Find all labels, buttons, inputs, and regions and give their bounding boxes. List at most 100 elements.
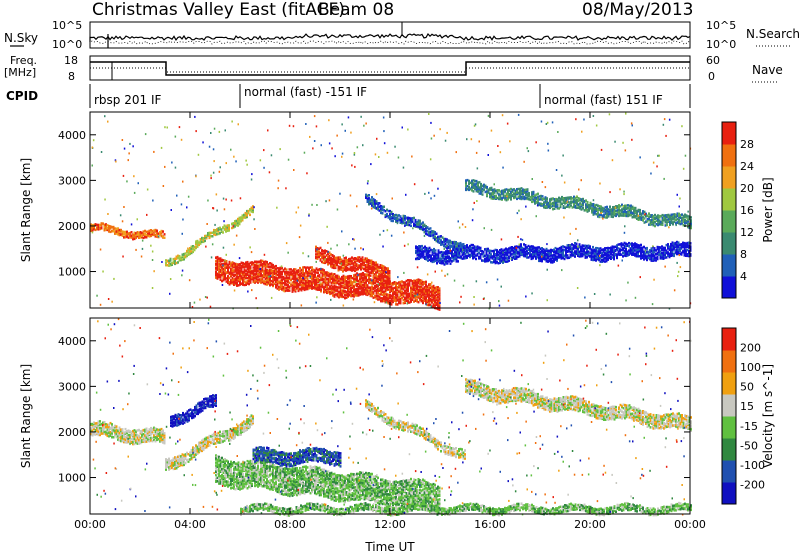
- cell: [368, 194, 370, 197]
- cell: [592, 115, 595, 117]
- cell: [617, 243, 620, 246]
- cell: [300, 274, 303, 277]
- cell: [336, 274, 339, 278]
- cell: [360, 289, 363, 292]
- cell: [315, 276, 318, 279]
- cell: [234, 268, 237, 272]
- cell: [488, 258, 491, 262]
- cell: [438, 238, 441, 241]
- cell: [622, 214, 625, 217]
- cell: [428, 292, 430, 295]
- cell: [601, 258, 603, 262]
- cell: [404, 300, 406, 303]
- cell: [285, 274, 288, 278]
- cell: [96, 226, 98, 230]
- cell: [217, 230, 220, 233]
- cell: [320, 271, 322, 274]
- cell: [662, 123, 665, 126]
- cell: [255, 264, 258, 267]
- cell: [493, 260, 495, 264]
- cell: [496, 254, 498, 257]
- cell: [273, 282, 276, 285]
- cell: [674, 241, 677, 245]
- cell: [247, 209, 250, 213]
- cell: [442, 260, 444, 264]
- cell: [331, 147, 333, 150]
- cell: [575, 227, 577, 230]
- cell: [393, 292, 396, 296]
- cell: [667, 247, 669, 250]
- cell: [347, 275, 349, 278]
- cell: [640, 218, 643, 221]
- cell: [126, 233, 128, 236]
- cell: [622, 212, 625, 215]
- cell: [670, 245, 672, 248]
- cell: [426, 230, 429, 233]
- cell: [370, 259, 373, 262]
- cell: [237, 284, 240, 287]
- cell: [674, 249, 677, 252]
- cell: [570, 200, 572, 203]
- cell: [339, 256, 341, 259]
- cell: [646, 246, 648, 250]
- cell: [320, 144, 322, 147]
- cell: [314, 282, 316, 285]
- cell: [375, 294, 378, 298]
- cell: [275, 267, 277, 271]
- cell: [428, 299, 430, 303]
- cell: [664, 220, 667, 223]
- cell: [568, 201, 571, 204]
- cell: [237, 278, 240, 281]
- cell: [371, 204, 373, 207]
- cell: [339, 283, 342, 286]
- cell: [380, 283, 382, 287]
- cell: [309, 270, 312, 273]
- cell: [540, 120, 543, 123]
- cell: [626, 244, 629, 247]
- cell: [535, 251, 537, 254]
- cell: [618, 206, 620, 209]
- cell: [360, 292, 363, 296]
- cell: [685, 216, 688, 219]
- cell: [493, 258, 495, 261]
- cell: [478, 140, 480, 143]
- cell: [91, 146, 94, 149]
- cell: [616, 209, 619, 212]
- cell: [434, 294, 436, 297]
- cell: [94, 228, 97, 232]
- cell: [503, 260, 506, 263]
- cell: [376, 267, 379, 270]
- cell: [530, 245, 533, 248]
- cell: [302, 285, 304, 289]
- cell: [326, 271, 328, 274]
- cell: [455, 250, 458, 254]
- cell: [360, 286, 363, 289]
- cell: [626, 254, 629, 257]
- cell: [384, 269, 386, 272]
- cell: [183, 258, 185, 261]
- cell: [293, 283, 295, 286]
- cell: [106, 227, 109, 230]
- cell: [278, 269, 280, 272]
- cell: [279, 285, 282, 288]
- cell: [326, 286, 328, 290]
- cell: [616, 205, 619, 208]
- cell: [674, 244, 677, 247]
- cell: [509, 250, 512, 253]
- cell: [266, 262, 268, 265]
- cell: [273, 271, 276, 274]
- cell: [523, 247, 525, 251]
- cell: [661, 218, 664, 222]
- cell: [174, 260, 176, 263]
- cell: [440, 243, 442, 246]
- cell: [559, 250, 561, 253]
- cell: [586, 246, 588, 250]
- cell: [132, 236, 134, 239]
- cell: [356, 284, 358, 288]
- cell: [670, 242, 672, 246]
- cell: [653, 259, 656, 262]
- cell: [581, 254, 584, 257]
- cell: [600, 212, 602, 214]
- cell: [302, 252, 304, 255]
- cell: [661, 253, 663, 257]
